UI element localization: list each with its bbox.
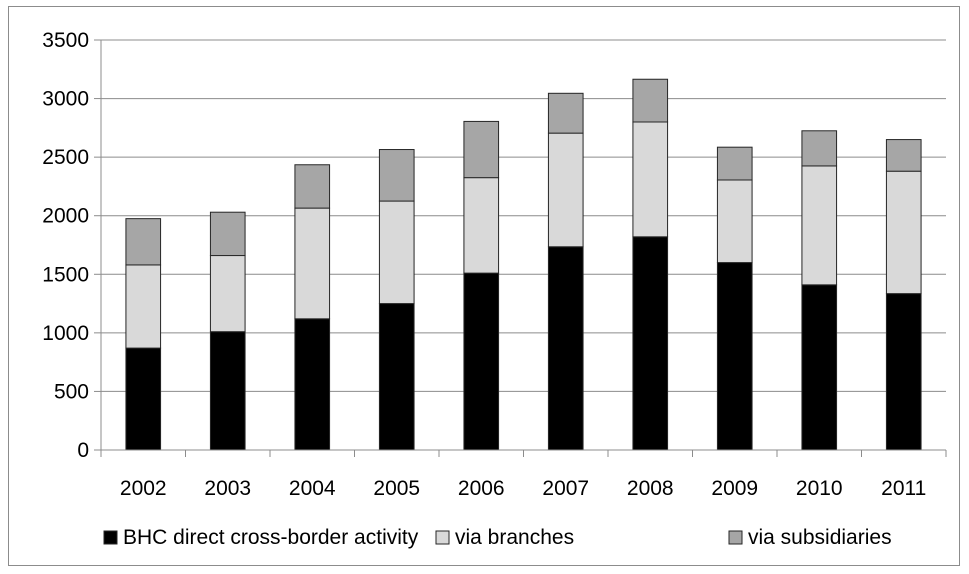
x-tick-label-2003: 2003 [204,477,251,500]
bar-2009-series-2 [716,146,753,181]
bar-2002-series-1 [125,264,162,349]
y-tick-label-3000: 3000 [42,88,89,111]
legend-swatch-2 [728,530,743,545]
y-tick-label-2500: 2500 [42,146,89,169]
bar-2011-series-1 [885,170,922,295]
bar-2003-series-0 [209,331,246,451]
bar-2002-series-0 [125,347,162,451]
bar-2010-series-0 [801,284,838,451]
x-tick-label-2008: 2008 [627,477,674,500]
bar-2003-series-2 [209,211,246,257]
bar-2006-series-2 [463,120,500,179]
bar-2007-series-0 [547,246,584,451]
bar-2005-series-2 [378,149,415,202]
bar-2007-series-2 [547,92,584,134]
bar-2005-series-1 [378,200,415,305]
bar-2010-series-2 [801,130,838,167]
bar-2003-series-1 [209,255,246,333]
y-tick-label-2000: 2000 [42,205,89,228]
legend-label-0: BHC direct cross-border activity [123,526,419,549]
bar-2008-series-0 [632,236,669,451]
bars [125,78,922,451]
y-tick-label-0: 0 [77,439,89,462]
bar-2004-series-2 [294,164,331,209]
x-tick-label-2006: 2006 [458,477,505,500]
bar-2011-series-0 [885,293,922,451]
bar-2009-series-0 [716,262,753,451]
bar-2008-series-1 [632,121,669,238]
bar-2007-series-1 [547,132,584,248]
bar-2011-series-2 [885,139,922,172]
y-tick-label-1500: 1500 [42,263,89,286]
legend: BHC direct cross-border activity via bran… [103,526,892,549]
y-tick-label-1000: 1000 [42,322,89,345]
y-tick-label-3500: 3500 [42,29,89,52]
legend-label-1: via branches [455,526,574,549]
x-tick-label-2011: 2011 [881,477,926,500]
bar-2006-series-0 [463,272,500,451]
y-tick-label-500: 500 [54,380,89,403]
chart-frame: 0 500 1000 1500 2000 2500 3000 3500 2002 2003 200… [8,6,960,566]
x-tick-label-2009: 2009 [711,477,758,500]
bar-2010-series-1 [801,165,838,286]
bar-2006-series-1 [463,177,500,274]
bar-2004-series-1 [294,207,331,320]
bar-2005-series-0 [378,303,415,451]
y-axis-ticks: 0 500 1000 1500 2000 2500 3000 3500 [42,29,89,462]
bar-2009-series-1 [716,179,753,264]
legend-swatch-1 [435,530,450,545]
legend-label-2: via subsidiaries [748,526,892,549]
x-tick-label-2004: 2004 [289,477,336,500]
x-tick-label-2005: 2005 [373,477,420,500]
bar-2008-series-2 [632,78,669,123]
legend-swatch-0 [103,530,118,545]
x-axis-ticks: 2002 2003 2004 2005 2006 2007 2008 2009 2010 2011 [100,450,947,500]
x-tick-label-2007: 2007 [542,477,589,500]
x-tick-label-2002: 2002 [120,477,167,500]
bar-2004-series-0 [294,318,331,451]
bar-2002-series-2 [125,218,162,266]
x-tick-label-2010: 2010 [796,477,843,500]
